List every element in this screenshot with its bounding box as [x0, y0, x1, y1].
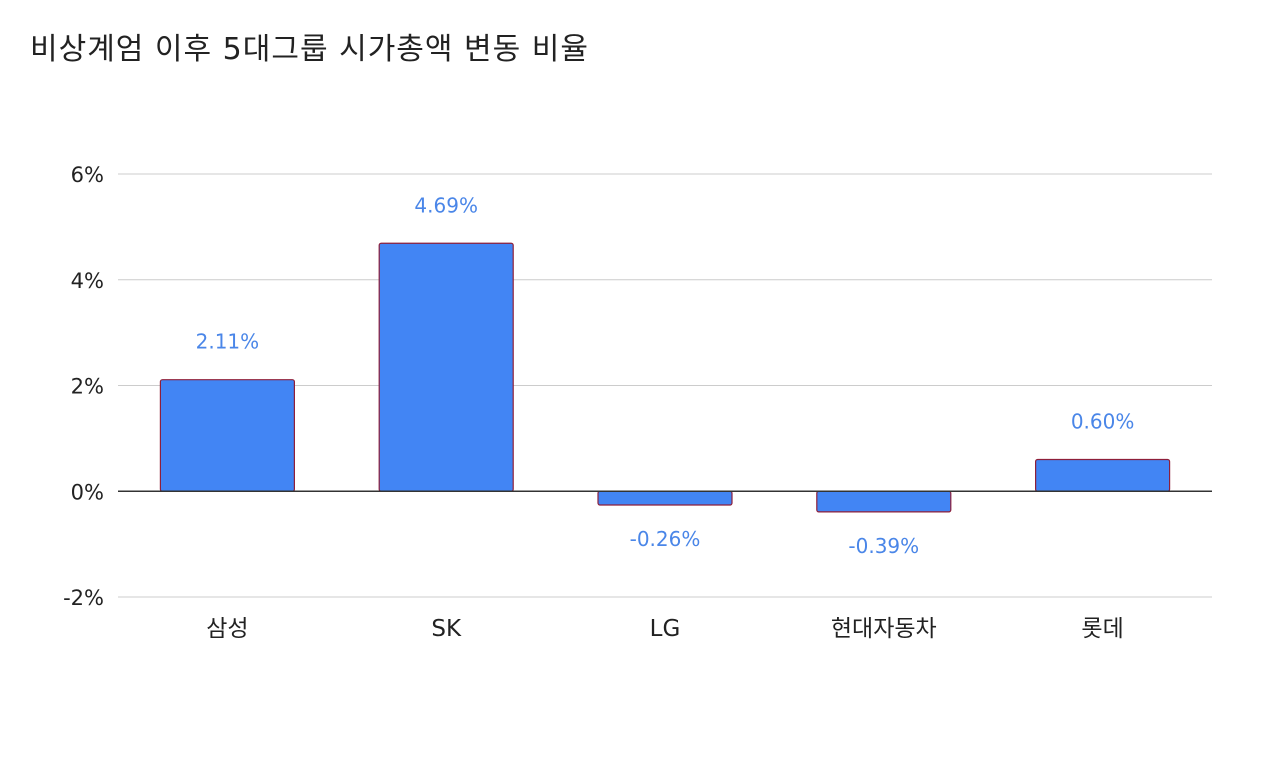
y-tick-label: -2%	[63, 586, 104, 610]
x-tick-label: 삼성	[206, 616, 248, 642]
x-tick-label: SK	[431, 616, 462, 642]
bar-2	[597, 490, 733, 506]
bar-0	[159, 379, 295, 492]
bar-4	[1034, 458, 1171, 492]
bar-1	[378, 242, 514, 492]
x-tick-label: LG	[650, 616, 681, 642]
y-tick-label: 6%	[71, 163, 104, 187]
data-label: 0.60%	[1071, 410, 1135, 434]
y-tick-label: 2%	[71, 375, 104, 399]
y-tick-label: 4%	[71, 269, 104, 293]
data-labels: 2.11% 4.69% -0.26% -0.39% 0.60%	[196, 193, 1135, 558]
x-tick-label: 롯데	[1081, 616, 1123, 642]
axis-labels: 6% 4% 2% 0% -2% 삼성 SK LG 현대자동차 롯데	[63, 163, 1212, 642]
data-label: -0.26%	[630, 527, 701, 551]
data-label: -0.39%	[848, 534, 919, 558]
bar-3	[816, 490, 952, 513]
gridlines	[118, 173, 1212, 598]
y-tick-label: 0%	[71, 480, 104, 504]
chart-title: 비상계엄 이후 5대그룹 시가총액 변동 비율	[30, 32, 589, 67]
data-label: 2.11%	[196, 330, 260, 354]
x-tick-label: 현대자동차	[831, 616, 937, 642]
bars	[159, 242, 1171, 513]
data-label: 4.69%	[414, 193, 478, 217]
